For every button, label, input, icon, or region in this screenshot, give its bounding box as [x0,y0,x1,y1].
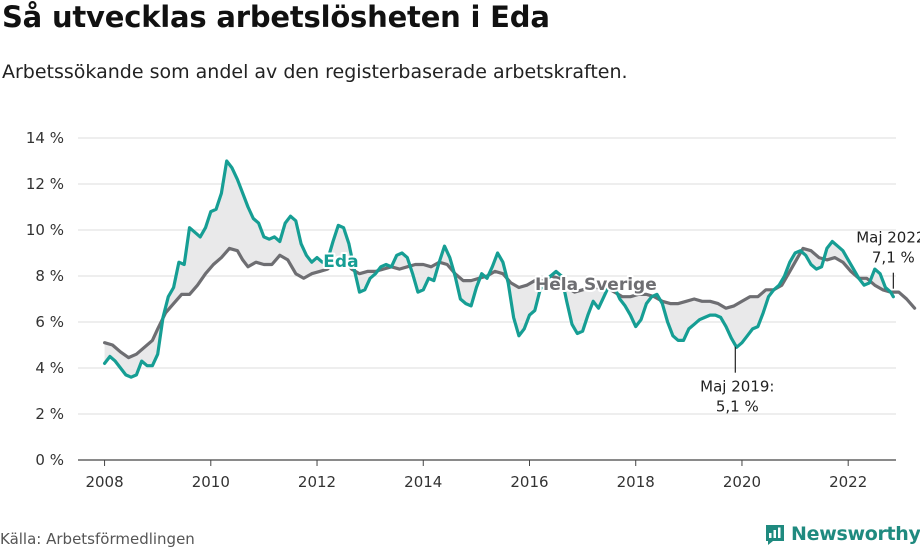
y-tick-label: 2 % [35,405,64,423]
annotation-text: Maj 2019: [700,378,774,396]
x-tick-label: 2014 [404,473,442,491]
y-tick-label: 4 % [35,359,64,377]
y-tick-label: 0 % [35,451,64,469]
difference-area [104,161,893,378]
series-line-sverige [103,246,917,360]
chart-title: Så utvecklas arbetslösheten i Eda [2,0,550,34]
x-tick-label: 2020 [723,473,761,491]
x-tick-label: 2016 [510,473,548,491]
chart-subtitle: Arbetssökande som andel av den registerb… [2,61,628,83]
series-label-sverige: Hela Sverige [535,275,657,295]
newsworthy-logo[interactable]: Newsworthy [764,520,920,548]
x-tick-label: 2008 [85,473,123,491]
logo-text: Newsworthy [791,523,920,545]
x-tick-label: 2010 [192,473,230,491]
series-labels: Eda Hela Sverige [321,250,658,297]
y-tick-label: 14 % [26,129,64,147]
x-tick-label: 2022 [829,473,867,491]
series-label-eda: Eda [323,252,358,272]
x-tick-label: 2018 [617,473,655,491]
x-tick-label: 2012 [298,473,336,491]
annotation-text: 5,1 % [716,398,759,416]
annotation-text: 7,1 % [872,249,915,267]
y-tick-label: 6 % [35,313,64,331]
annotations: Maj 2019: 5,1 % Maj 2022: 7,1 % [700,229,920,416]
source-note: Källa: Arbetsförmedlingen [0,530,195,548]
series-line-eda [103,159,895,379]
y-tick-label: 10 % [26,221,64,239]
y-tick-label: 12 % [26,175,64,193]
series-lines [103,159,917,379]
annotation-text: Maj 2022: [856,229,920,247]
axes: 0 % 2 % 4 % 6 % 8 % 10 % 12 % 14 % 2008 2010 2012 2… [26,129,896,491]
y-tick-label: 8 % [35,267,64,285]
difference-band [104,161,893,378]
bar-chart-logo-icon [766,525,784,545]
